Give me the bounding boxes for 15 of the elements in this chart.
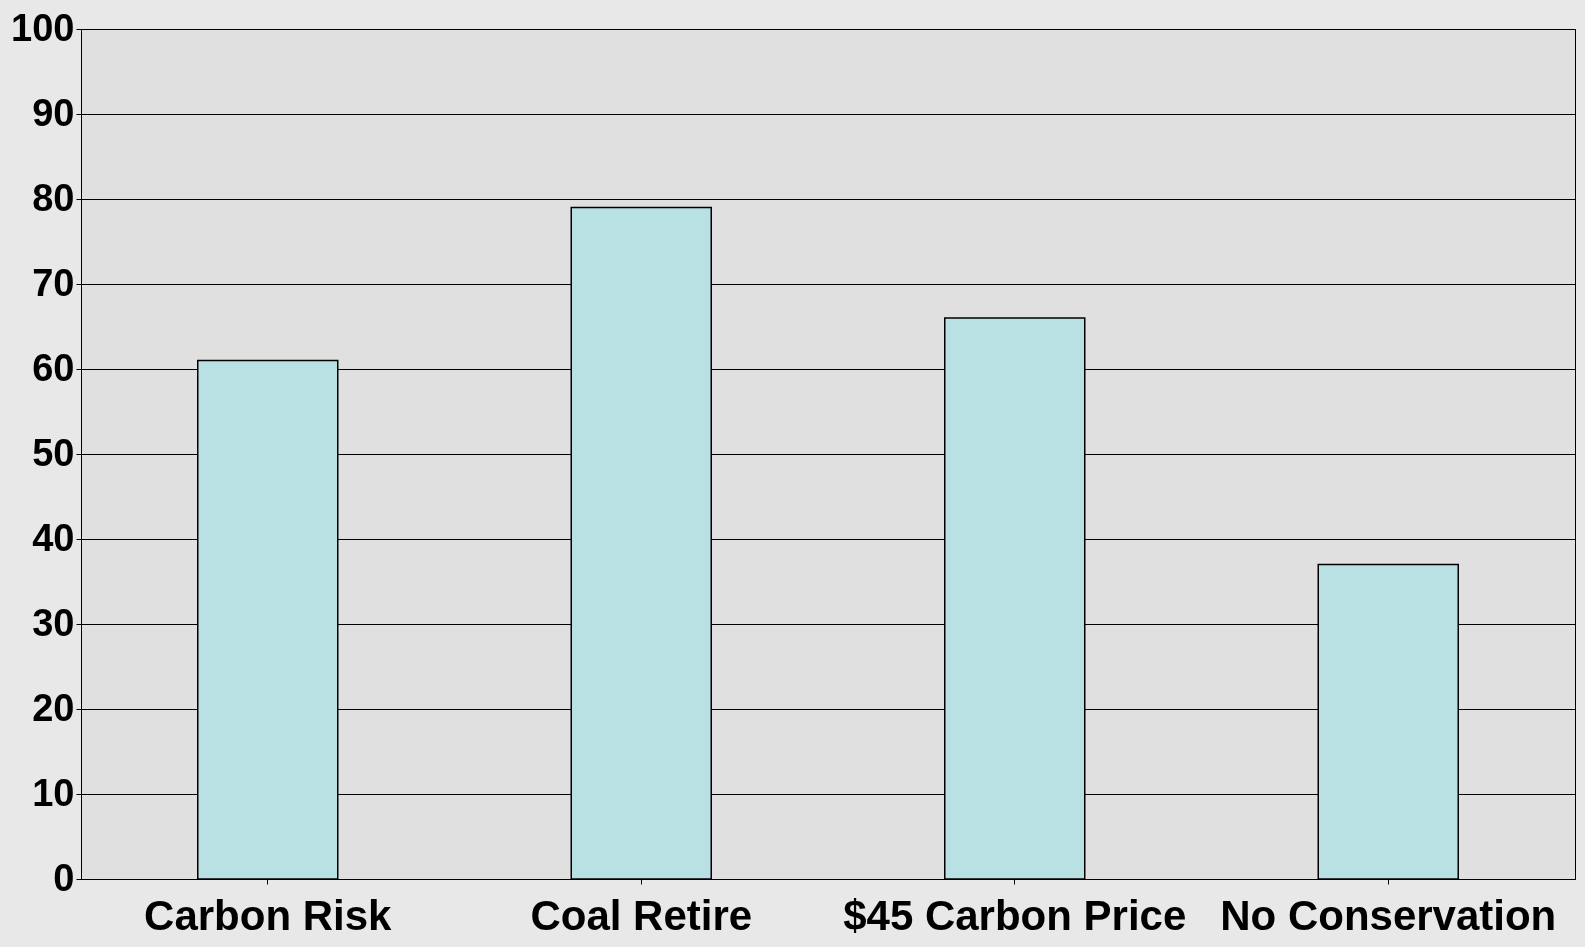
x-tick-label: No Conservation [1220, 891, 1557, 939]
y-tick-label: 60 [32, 346, 75, 389]
y-tick-label: 0 [53, 856, 75, 899]
x-tick-label: Carbon Risk [144, 891, 393, 939]
y-tick-label: 70 [32, 261, 75, 304]
y-tick-label: 100 [11, 6, 75, 49]
x-tick-label: Coal Retire [530, 891, 753, 939]
y-tick-label: 50 [32, 431, 75, 474]
x-tick-label: $45 Carbon Price [843, 891, 1187, 939]
y-tick-label: 20 [32, 686, 75, 729]
y-tick-label: 80 [32, 176, 75, 219]
y-tick-label: 40 [32, 516, 75, 559]
y-tick-label: 30 [32, 601, 75, 644]
y-tick-label: 10 [32, 771, 75, 814]
y-tick-label: 90 [32, 91, 75, 134]
